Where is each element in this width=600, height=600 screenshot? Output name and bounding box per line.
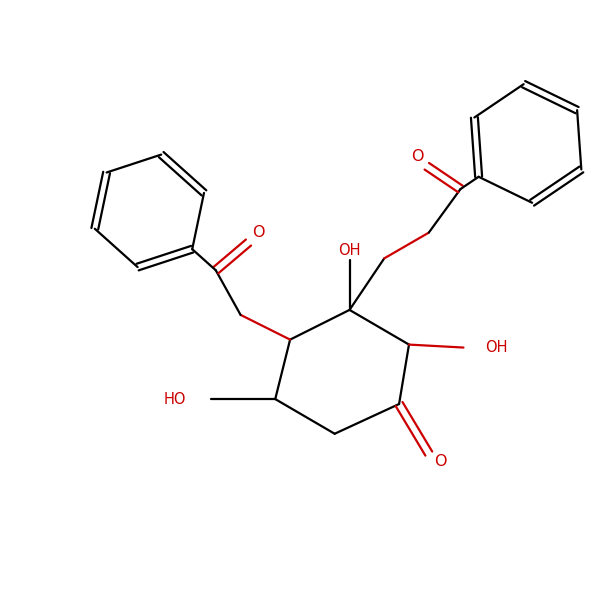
- Text: HO: HO: [164, 392, 186, 407]
- Text: O: O: [252, 225, 265, 240]
- Text: O: O: [410, 149, 423, 164]
- Text: OH: OH: [338, 243, 361, 258]
- Text: OH: OH: [485, 340, 508, 355]
- Text: O: O: [434, 454, 447, 469]
